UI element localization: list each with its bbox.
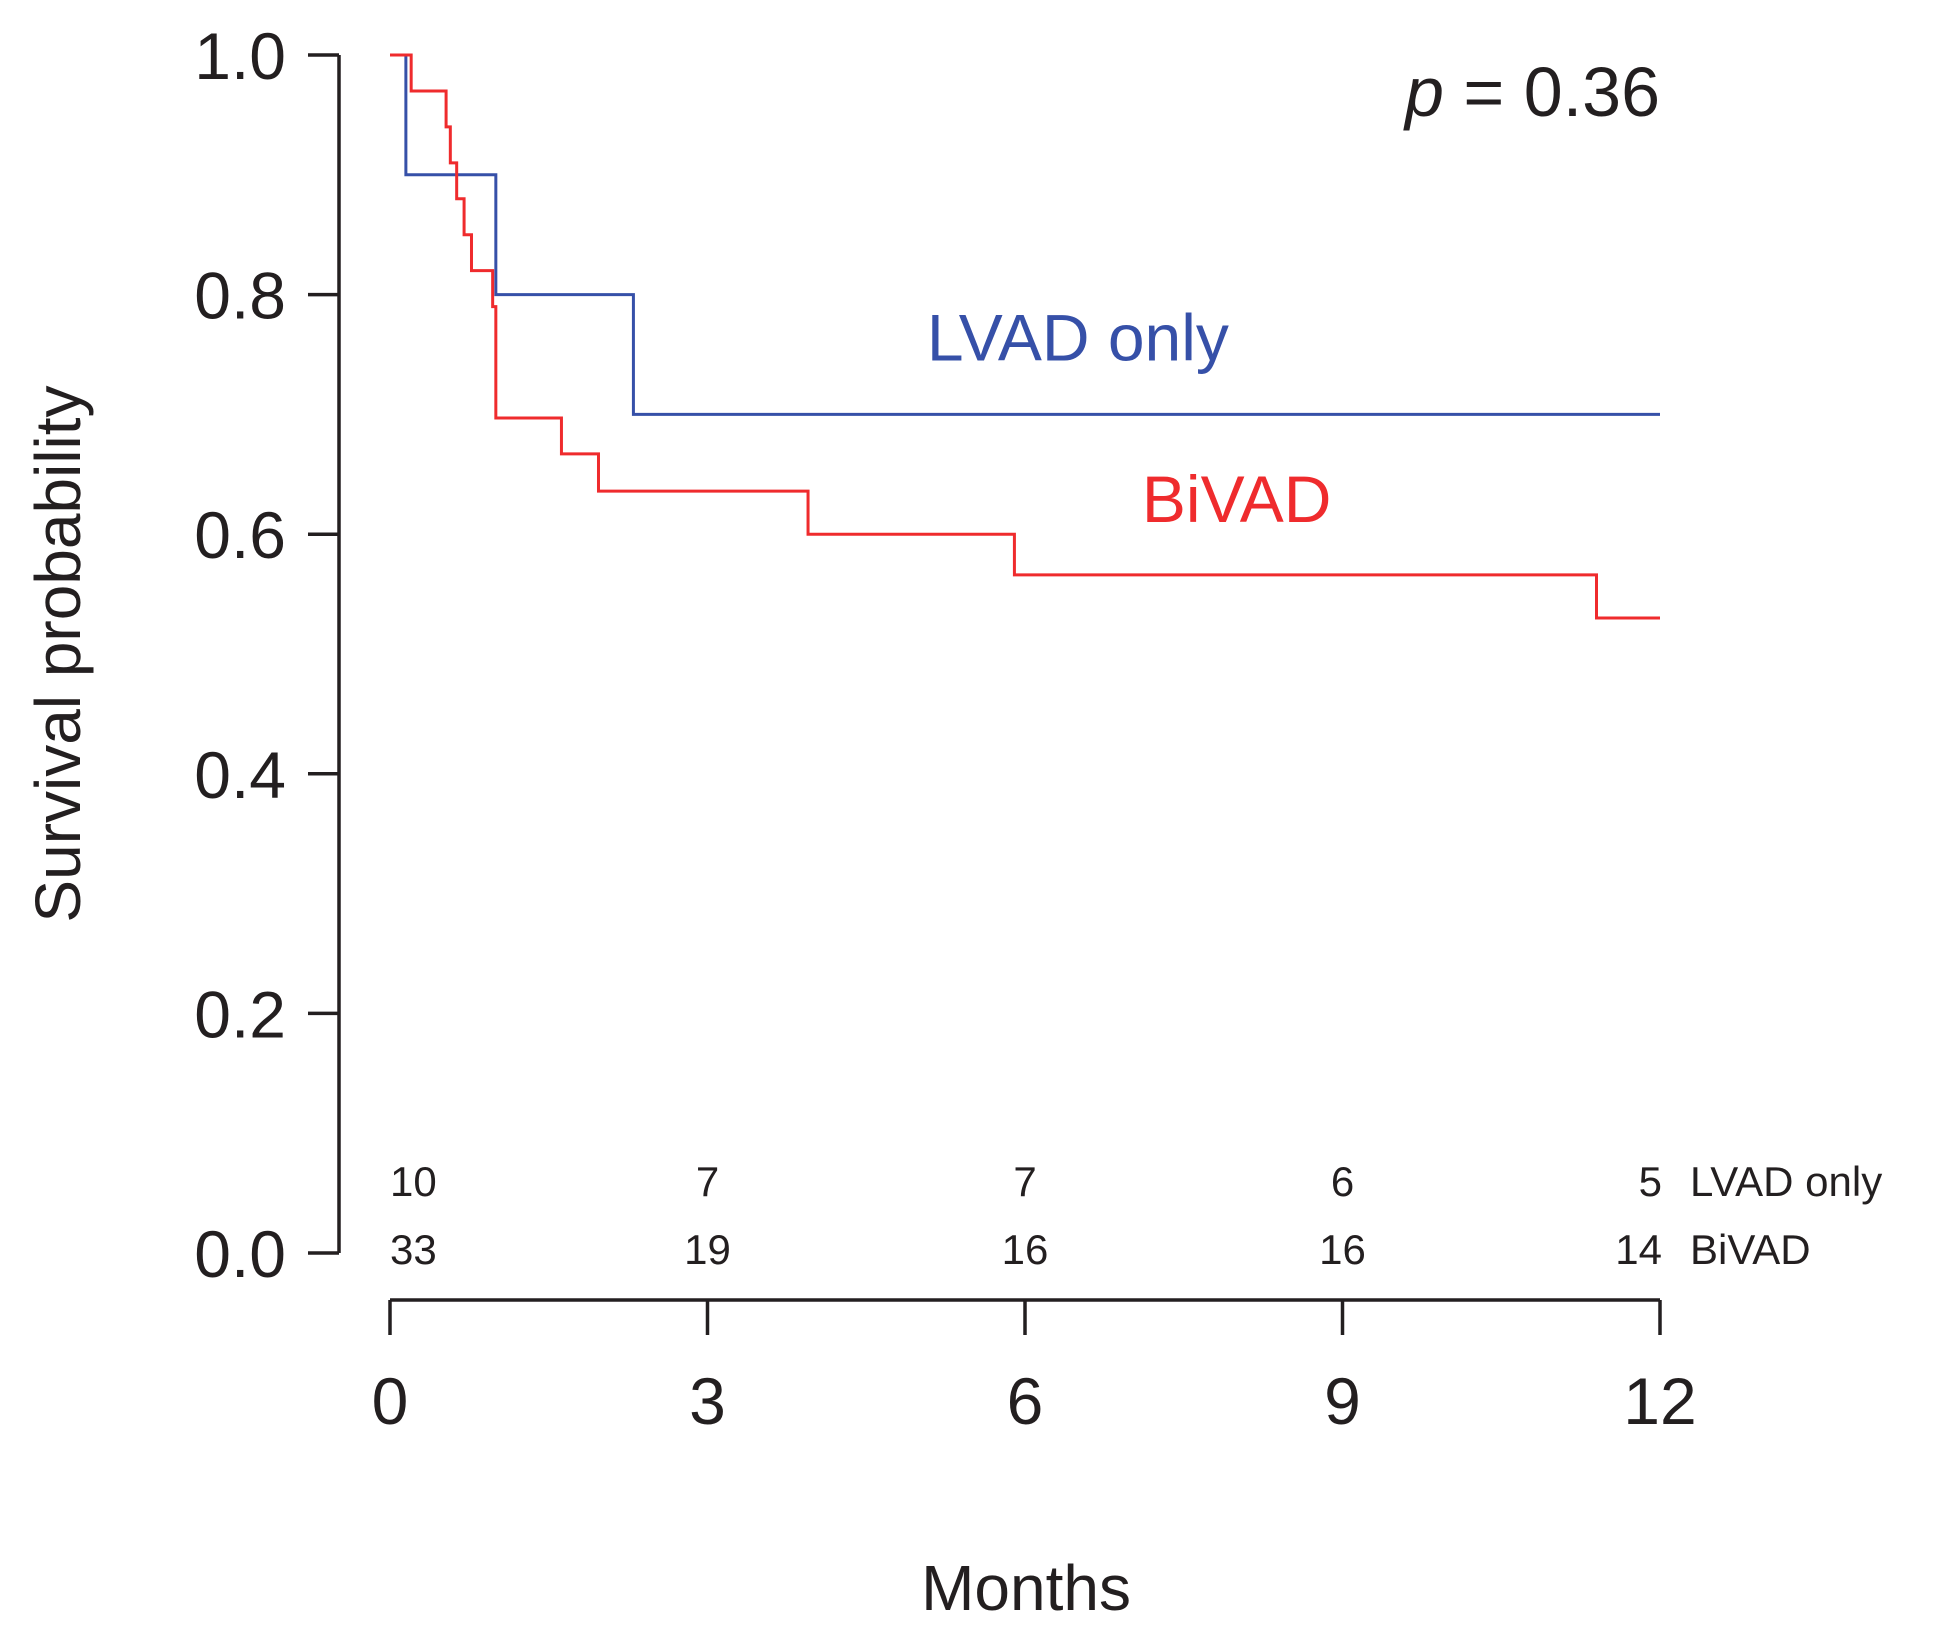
- series-bivad-curve: [390, 53, 1660, 620]
- x-tick-label: 9: [1324, 1364, 1361, 1438]
- at-risk-value: 16: [1319, 1226, 1366, 1273]
- x-ticks: 0 3 6 9 12: [372, 1300, 1697, 1438]
- y-ticks: 0.0 0.2 0.4 0.6 0.8 1.0: [194, 19, 339, 1291]
- y-axis: 0.0 0.2 0.4 0.6 0.8 1.0 Survival probability: [22, 19, 341, 1291]
- at-risk-value: 14: [1615, 1226, 1662, 1273]
- at-risk-value: 33: [390, 1226, 437, 1273]
- y-axis-title: Survival probability: [22, 385, 94, 922]
- y-tick-label: 0.6: [194, 498, 286, 572]
- p-value-symbol: p: [1403, 53, 1444, 131]
- y-tick-label: 0.0: [194, 1217, 286, 1291]
- at-risk-value: 5: [1639, 1158, 1662, 1205]
- at-risk-row-bivad: 33 19 16 16 14: [390, 1226, 1662, 1273]
- at-risk-row-lvad-only: 10 7 7 6 5: [390, 1158, 1662, 1205]
- x-axis: 0 3 6 9 12 Months: [372, 1298, 1697, 1624]
- x-tick-label: 6: [1007, 1364, 1044, 1438]
- at-risk-value: 16: [1002, 1226, 1049, 1273]
- at-risk-label-lvad-only: LVAD only: [1690, 1158, 1882, 1205]
- series-layer: LVAD only BiVAD: [390, 53, 1660, 620]
- y-tick-label: 0.8: [194, 259, 286, 333]
- at-risk-label-bivad: BiVAD: [1690, 1226, 1811, 1273]
- at-risk-value: 6: [1331, 1158, 1354, 1205]
- y-tick-label: 1.0: [194, 19, 286, 93]
- at-risk-value: 10: [390, 1158, 437, 1205]
- x-tick-label: 0: [372, 1364, 409, 1438]
- x-tick-label: 12: [1623, 1364, 1696, 1438]
- x-axis-title: Months: [921, 1552, 1131, 1624]
- y-tick-label: 0.2: [194, 977, 286, 1051]
- p-value-text: = 0.36: [1444, 53, 1660, 131]
- series-lvad-only-curve: [390, 53, 1660, 416]
- at-risk-value: 7: [696, 1158, 719, 1205]
- series-bivad-label: BiVAD: [1142, 462, 1332, 536]
- y-tick-label: 0.4: [194, 738, 286, 812]
- at-risk-value: 19: [684, 1226, 731, 1273]
- series-lvad-only-label: LVAD only: [927, 300, 1229, 374]
- x-tick-label: 3: [689, 1364, 726, 1438]
- p-value-annotation: p = 0.36: [1403, 53, 1660, 131]
- at-risk-table: 10 7 7 6 5 33 19 16 16 14 LVAD only BiVAD: [390, 1158, 1882, 1273]
- at-risk-value: 7: [1013, 1158, 1036, 1205]
